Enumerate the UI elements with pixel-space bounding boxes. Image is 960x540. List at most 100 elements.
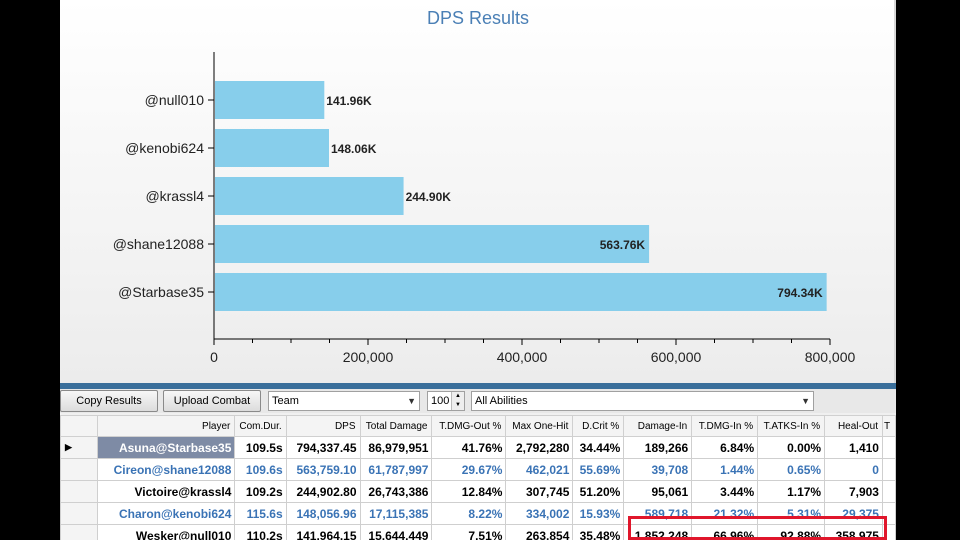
abilities-select-value: All Abilities xyxy=(475,395,528,407)
table-cell[interactable]: 1.44% xyxy=(691,458,759,481)
table-cell[interactable]: 2,792,280 xyxy=(505,436,574,459)
table-cell[interactable]: 307,745 xyxy=(505,480,574,503)
data-label: 794.34K xyxy=(777,286,823,300)
table-cell[interactable]: 95,061 xyxy=(623,480,693,503)
data-label: 148.06K xyxy=(331,142,377,156)
table-cell[interactable]: 3.44% xyxy=(691,480,759,503)
table-cell[interactable]: 15.93% xyxy=(572,502,625,525)
column-header[interactable]: DPS xyxy=(285,415,361,437)
chevron-down-icon: ▼ xyxy=(801,396,810,406)
table-cell-empty xyxy=(881,458,896,481)
table-cell[interactable]: 86,979,951 xyxy=(359,436,433,459)
table-cell[interactable]: 7.51% xyxy=(431,524,507,540)
table-cell[interactable]: 148,056.96 xyxy=(285,502,361,525)
bar[interactable] xyxy=(215,81,325,119)
table-cell[interactable]: 0.00% xyxy=(757,436,826,459)
table-cell[interactable]: 1,410 xyxy=(824,436,883,459)
table-cell[interactable]: 0 xyxy=(824,458,883,481)
bar[interactable] xyxy=(215,273,827,311)
x-tick-label: 400,000 xyxy=(497,349,548,365)
player-cell[interactable]: Victoire@krassl4 xyxy=(96,480,236,503)
column-header[interactable]: Com.Dur. xyxy=(234,415,287,437)
chevron-down-icon: ▼ xyxy=(407,396,416,406)
table-cell[interactable]: 1.17% xyxy=(757,480,826,503)
table-cell[interactable]: 29.67% xyxy=(431,458,507,481)
window-background-strip xyxy=(60,383,896,393)
bar[interactable] xyxy=(215,177,404,215)
current-row-arrow-icon[interactable]: ▶ xyxy=(60,436,98,459)
row-header[interactable] xyxy=(60,524,98,540)
table-cell[interactable]: 35.48% xyxy=(572,524,625,540)
table-cell[interactable]: 244,902.80 xyxy=(285,480,361,503)
x-tick-label: 200,000 xyxy=(343,349,394,365)
category-label: @Starbase35 xyxy=(118,284,204,300)
table-cell[interactable]: 334,002 xyxy=(505,502,574,525)
table-cell[interactable]: 6.84% xyxy=(691,436,759,459)
count-stepper[interactable]: 100 ▲ ▼ xyxy=(427,391,465,411)
column-header[interactable]: Max One-Hit xyxy=(505,415,574,437)
player-cell[interactable]: Charon@kenobi624 xyxy=(96,502,236,525)
player-cell[interactable]: Asuna@Starbase35 xyxy=(96,436,236,459)
table-cell[interactable]: 26,743,386 xyxy=(359,480,433,503)
table-cell[interactable]: 794,337.45 xyxy=(285,436,361,459)
table-cell[interactable]: 51.20% xyxy=(572,480,625,503)
table-cell[interactable]: 462,021 xyxy=(505,458,574,481)
stepper-arrows-icon[interactable]: ▲ ▼ xyxy=(451,392,464,410)
table-cell[interactable]: 109.6s xyxy=(234,458,287,481)
table-cell[interactable]: 115.6s xyxy=(234,502,287,525)
data-label: 141.96K xyxy=(326,94,372,108)
table-cell[interactable]: 41.76% xyxy=(431,436,507,459)
row-header[interactable] xyxy=(60,458,98,481)
row-header[interactable] xyxy=(60,502,98,525)
data-label: 563.76K xyxy=(600,238,646,252)
column-header[interactable]: T xyxy=(881,415,896,437)
table-cell[interactable]: 7,903 xyxy=(824,480,883,503)
table-cell[interactable]: 563,759.10 xyxy=(285,458,361,481)
table-row[interactable]: Wesker@null010 110.2s 141,964.15 15,644,449… xyxy=(60,524,896,540)
player-cell[interactable]: Cireon@shane12088 xyxy=(96,458,236,481)
group-select[interactable]: Team ▼ xyxy=(268,391,420,411)
column-header[interactable]: T.DMG-In % xyxy=(691,415,759,437)
column-header[interactable]: Damage-In xyxy=(623,415,693,437)
count-stepper-value: 100 xyxy=(431,395,450,407)
abilities-select[interactable]: All Abilities ▼ xyxy=(471,391,814,411)
row-header[interactable] xyxy=(60,480,98,503)
column-header[interactable]: Total Damage xyxy=(359,415,433,437)
column-header[interactable]: Heal-Out xyxy=(824,415,883,437)
table-cell[interactable]: 0.65% xyxy=(757,458,826,481)
table-cell[interactable]: 141,964.15 xyxy=(285,524,361,540)
table-cell[interactable]: 39,708 xyxy=(623,458,693,481)
table-cell[interactable]: 55.69% xyxy=(572,458,625,481)
column-header[interactable]: T.DMG-Out % xyxy=(431,415,507,437)
table-cell[interactable]: 61,787,997 xyxy=(359,458,433,481)
group-select-value: Team xyxy=(272,395,299,407)
column-header[interactable]: D.Crit % xyxy=(572,415,625,437)
table-row[interactable]: Charon@kenobi624 115.6s 148,056.96 17,115,3… xyxy=(60,502,896,525)
table-row[interactable]: Victoire@krassl4 109.2s 244,902.80 26,743,3… xyxy=(60,480,896,503)
bar[interactable] xyxy=(215,129,330,167)
table-cell[interactable]: 17,115,385 xyxy=(359,502,433,525)
table-row[interactable]: Cireon@shane12088 109.6s 563,759.10 61,787,… xyxy=(60,458,896,481)
table-cell[interactable]: 8.22% xyxy=(431,502,507,525)
table-cell[interactable]: 109.2s xyxy=(234,480,287,503)
table-cell[interactable]: 34.44% xyxy=(572,436,625,459)
table-cell[interactable]: 15,644,449 xyxy=(359,524,433,540)
category-label: @krassl4 xyxy=(145,188,204,204)
table-cell[interactable]: 110.2s xyxy=(234,524,287,540)
x-tick-label: 600,000 xyxy=(651,349,702,365)
column-header[interactable]: T.ATKS-In % xyxy=(757,415,826,437)
chart-title: DPS Results xyxy=(427,8,529,28)
player-cell[interactable]: Wesker@null010 xyxy=(96,524,236,540)
copy-results-button[interactable]: Copy Results xyxy=(60,390,158,412)
table-cell[interactable]: 189,266 xyxy=(623,436,693,459)
table-cell[interactable]: 263,854 xyxy=(505,524,574,540)
upload-combat-button[interactable]: Upload Combat xyxy=(163,390,261,412)
bar[interactable] xyxy=(215,225,650,263)
table-cell[interactable]: 109.5s xyxy=(234,436,287,459)
category-label: @null010 xyxy=(145,92,205,108)
table-cell[interactable]: 12.84% xyxy=(431,480,507,503)
x-tick-label: 800,000 xyxy=(805,349,856,365)
table-cell[interactable]: 92.88% xyxy=(757,524,826,540)
column-header[interactable]: Player xyxy=(96,415,236,437)
table-row[interactable]: ▶ Asuna@Starbase35 109.5s 794,337.45 86,979,… xyxy=(60,436,896,459)
